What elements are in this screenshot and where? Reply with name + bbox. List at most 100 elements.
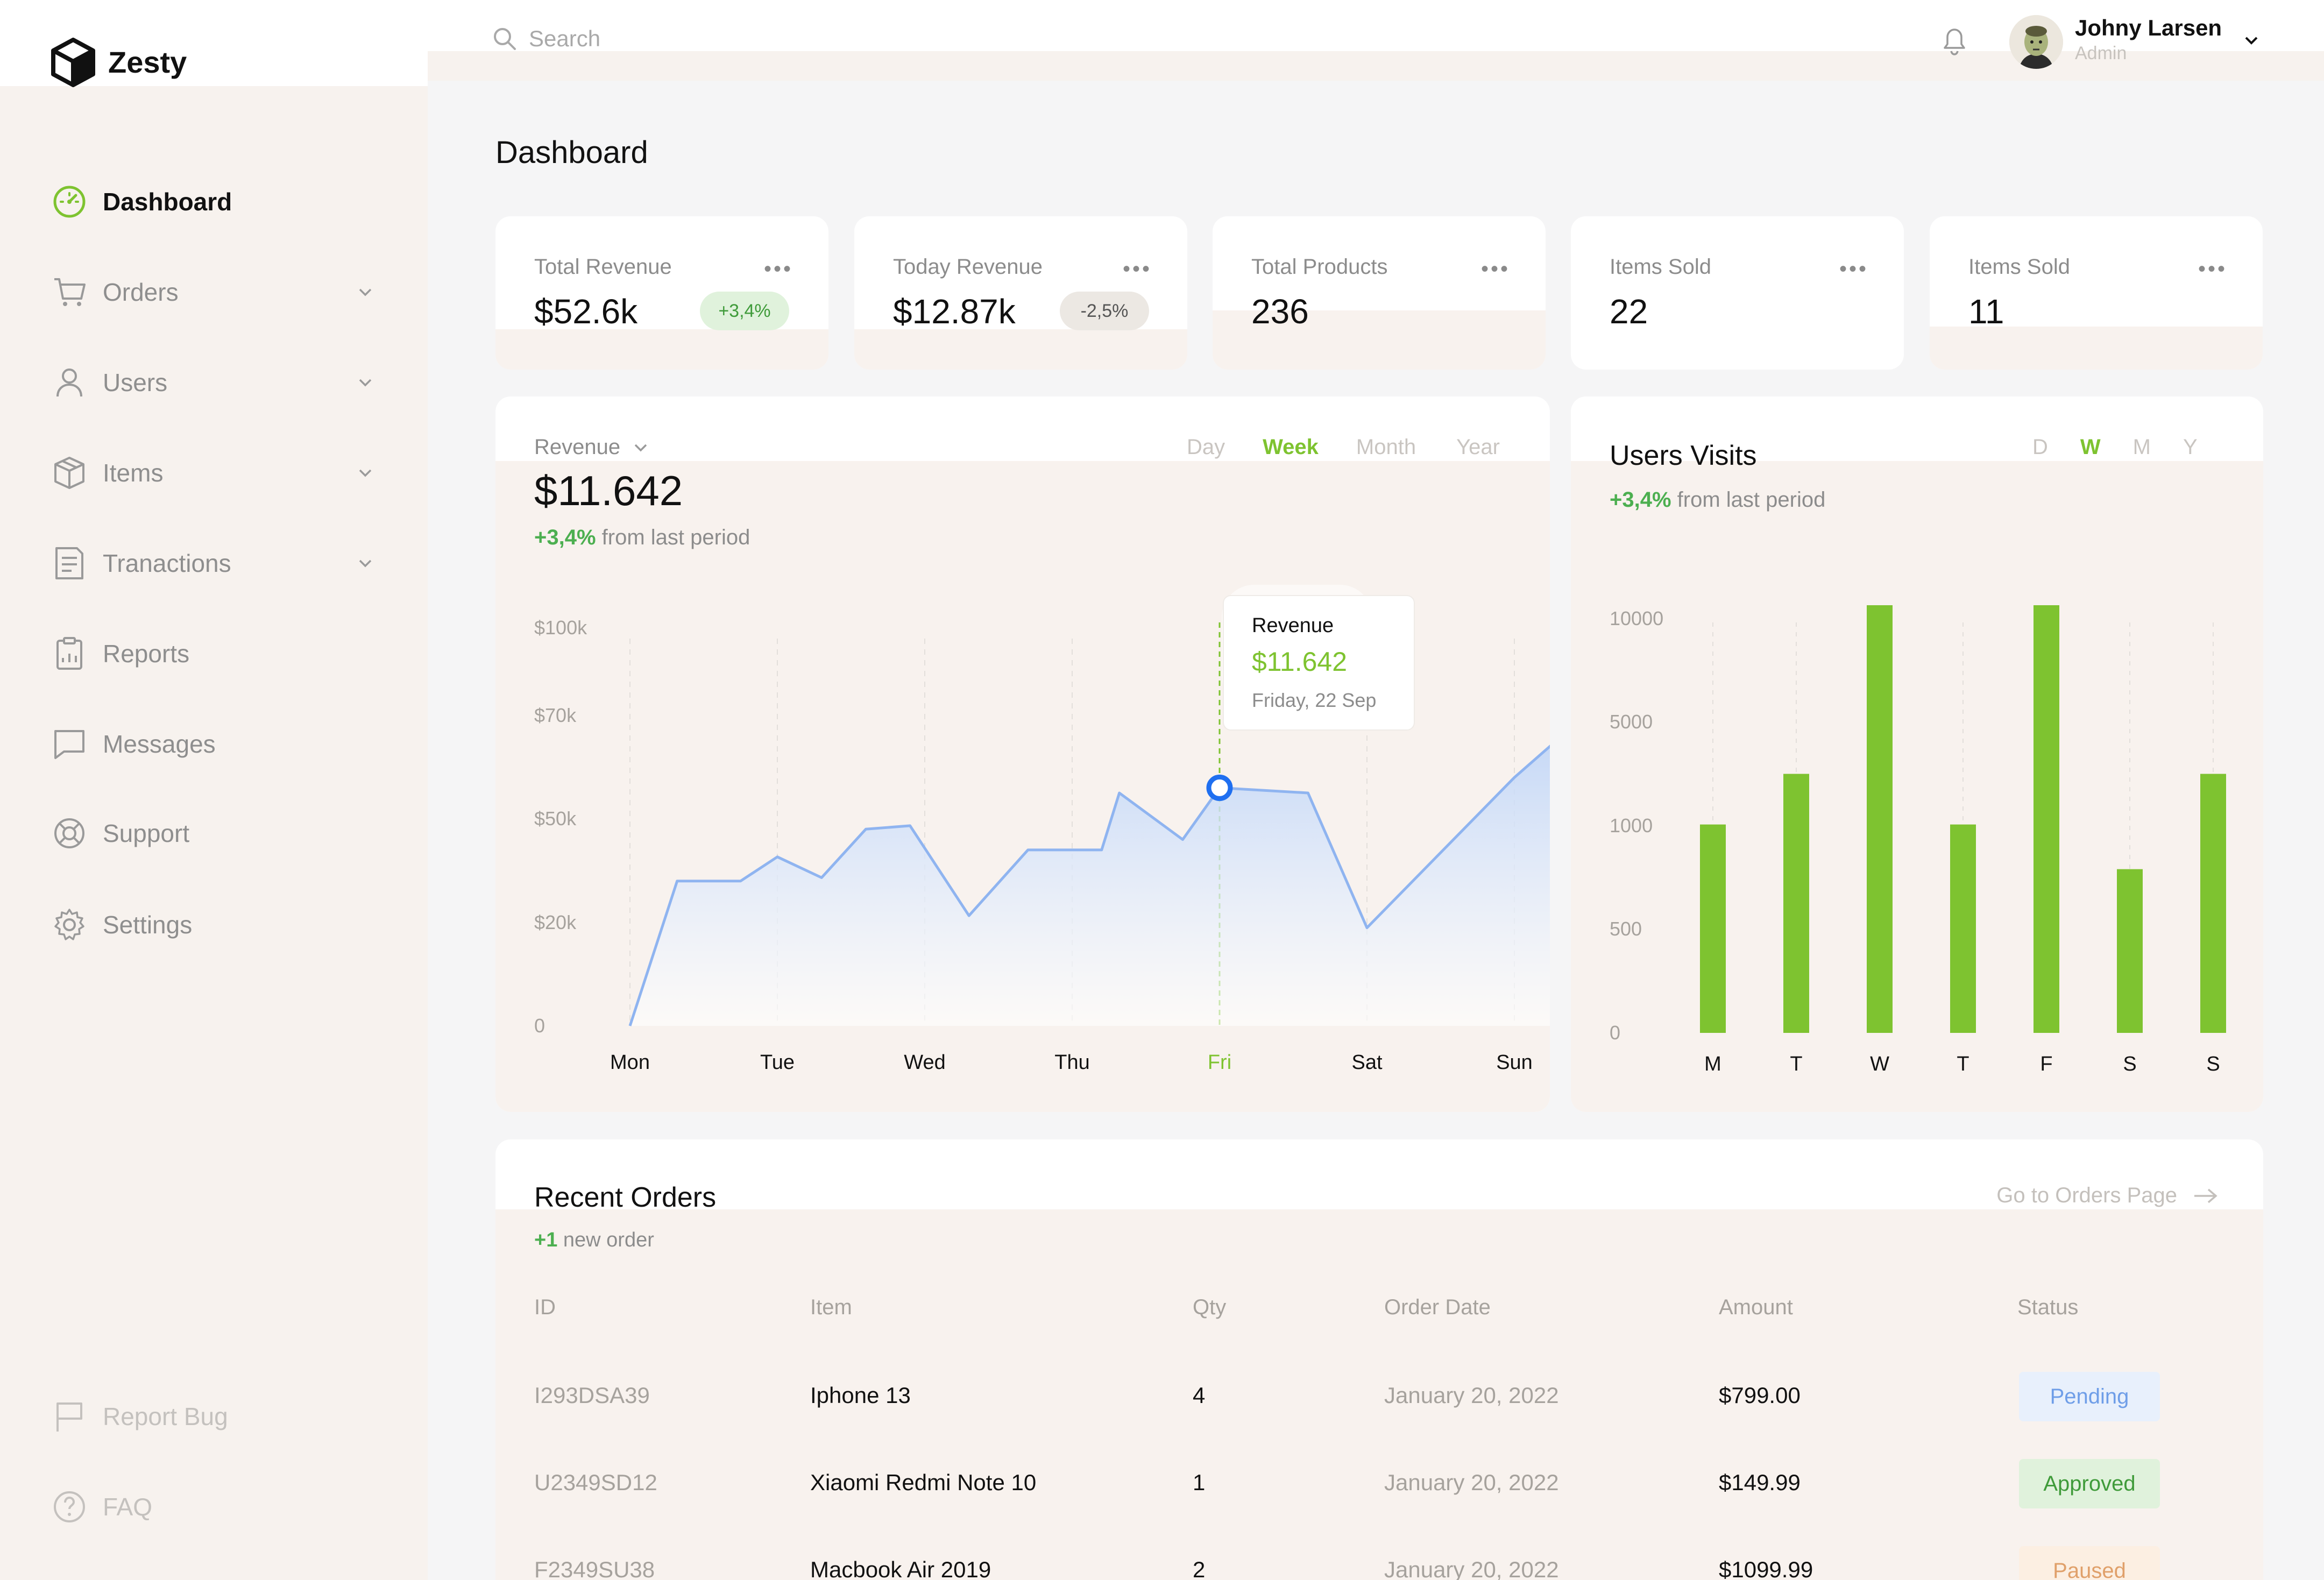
more-options-icon[interactable]: ••• [2198, 257, 2227, 281]
clipboard-icon [52, 636, 87, 671]
x-tick-label: T [1790, 1053, 1802, 1075]
tab-day[interactable]: Day [1187, 435, 1225, 459]
status-badge: Paused [2019, 1546, 2160, 1580]
column-header[interactable]: Item [810, 1295, 852, 1319]
stat-value: 11 [1968, 292, 2004, 331]
series-line [628, 745, 1550, 1026]
orders-title: Recent Orders [534, 1182, 717, 1213]
order-qty: 4 [1193, 1383, 1206, 1408]
stat-value: 22 [1610, 292, 1648, 331]
y-tick-label: 10000 [1610, 607, 1663, 629]
bell-icon[interactable] [1939, 24, 1969, 56]
avatar[interactable] [2009, 15, 2063, 69]
sidebar-item-label: Orders [103, 278, 179, 306]
order-item: Xiaomi Redmi Note 10 [810, 1470, 1037, 1495]
y-tick-label: $100k [534, 617, 587, 639]
flag-icon [52, 1399, 87, 1434]
x-tick-label: Wed [904, 1051, 945, 1074]
stat-card-items-sold-2: Items Sold ••• 11 [1930, 216, 2263, 370]
revenue-delta: +3,4% from last period [534, 526, 750, 549]
order-date: January 20, 2022 [1384, 1383, 1559, 1408]
brand-name: Zesty [108, 45, 187, 79]
go-to-orders-link[interactable]: Go to Orders Page [1996, 1184, 2219, 1208]
y-tick-label: 0 [534, 1015, 545, 1037]
revenue-selector[interactable]: Revenue [534, 435, 651, 459]
series-area [630, 746, 1550, 1026]
sidebar-item-messages[interactable]: Messages [52, 722, 375, 766]
order-id: F2349SU38 [534, 1557, 655, 1580]
column-header[interactable]: Amount [1719, 1295, 1793, 1319]
brand[interactable]: Zesty [0, 0, 428, 87]
more-options-icon[interactable]: ••• [1839, 257, 1868, 281]
search-box[interactable]: Search [492, 26, 600, 52]
highlight-point [1206, 774, 1233, 801]
chevron-down-icon [359, 288, 372, 296]
sidebar-item-label: Reports [103, 640, 190, 668]
tab-year[interactable]: Year [1456, 435, 1500, 459]
sidebar-item-dashboard[interactable]: Dashboard [52, 180, 375, 223]
bar [2200, 774, 2226, 1033]
question-icon [52, 1490, 87, 1524]
lifebuoy-icon [52, 816, 87, 851]
column-header[interactable]: Qty [1193, 1295, 1227, 1319]
x-tick-label: M [1704, 1053, 1721, 1075]
x-tick-label: W [1870, 1053, 1889, 1075]
tab-m[interactable]: M [2132, 435, 2151, 459]
chevron-down-icon[interactable] [2241, 30, 2262, 51]
column-header[interactable]: ID [534, 1295, 556, 1319]
revenue-period-tabs: Day Week Month Year [1187, 435, 1500, 459]
sidebar-item-items[interactable]: Items [52, 451, 375, 494]
more-options-icon[interactable]: ••• [763, 257, 793, 281]
status-badge: -2,5% [1060, 292, 1149, 330]
stat-value: $12.87k [893, 292, 1016, 331]
order-id: U2349SD12 [534, 1470, 657, 1495]
bar [1783, 774, 1809, 1033]
sidebar-item-faq[interactable]: FAQ [52, 1485, 375, 1528]
bar [1867, 605, 1893, 1033]
tab-week[interactable]: Week [1263, 435, 1319, 459]
sidebar-item-orders[interactable]: Orders [52, 271, 375, 314]
sidebar-item-label: Users [103, 369, 168, 396]
tab-y[interactable]: Y [2183, 435, 2198, 459]
x-tick-label: F [2040, 1053, 2052, 1075]
search-icon [494, 28, 516, 50]
sidebar-item-support[interactable]: Support [52, 812, 375, 855]
revenue-selector-label: Revenue [534, 435, 621, 459]
x-tick-label: Thu [1054, 1051, 1089, 1074]
tab-w[interactable]: W [2080, 435, 2101, 459]
status-badge: +3,4% [700, 292, 789, 330]
order-id: I293DSA39 [534, 1383, 650, 1408]
stat-label: Total Revenue [534, 255, 672, 279]
tooltip-box [1223, 595, 1415, 731]
x-tick-label: Fri [1208, 1051, 1231, 1074]
sidebar-item-report-bug[interactable]: Report Bug [52, 1395, 375, 1438]
y-tick-label: $20k [534, 911, 577, 933]
page-title: Dashboard [495, 135, 648, 170]
sidebar-item-label: FAQ [103, 1493, 153, 1521]
order-qty: 1 [1193, 1470, 1206, 1495]
y-tick-label: 1000 [1610, 814, 1653, 837]
more-options-icon[interactable]: ••• [1122, 257, 1152, 281]
topbar: Search Johny Larsen Admin [428, 0, 2324, 83]
more-options-icon[interactable]: ••• [1480, 257, 1510, 281]
tab-month[interactable]: Month [1356, 435, 1416, 459]
sidebar-item-reports[interactable]: Reports [52, 632, 375, 675]
column-header[interactable]: Order Date [1384, 1295, 1491, 1319]
visits-title: Users Visits [1610, 440, 1757, 471]
stat-value: $52.6k [534, 292, 638, 331]
x-tick-label: Sat [1351, 1051, 1382, 1074]
sidebar-item-transactions[interactable]: Tranactions [52, 542, 375, 585]
sidebar-item-label: Settings [103, 911, 193, 939]
sidebar-item-settings[interactable]: Settings [52, 903, 375, 946]
bar [1700, 824, 1726, 1033]
chevron-down-icon [359, 559, 372, 568]
x-tick-label: T [1957, 1053, 1969, 1075]
tab-d[interactable]: D [2032, 435, 2048, 459]
column-header[interactable]: Status [2017, 1295, 2079, 1319]
search-input[interactable]: Search [529, 26, 601, 51]
x-tick-label: Tue [760, 1051, 795, 1074]
bar [1950, 824, 1976, 1033]
sidebar-item-users[interactable]: Users [52, 361, 375, 404]
y-tick-label: 0 [1610, 1022, 1620, 1044]
chevron-down-icon [359, 379, 372, 387]
